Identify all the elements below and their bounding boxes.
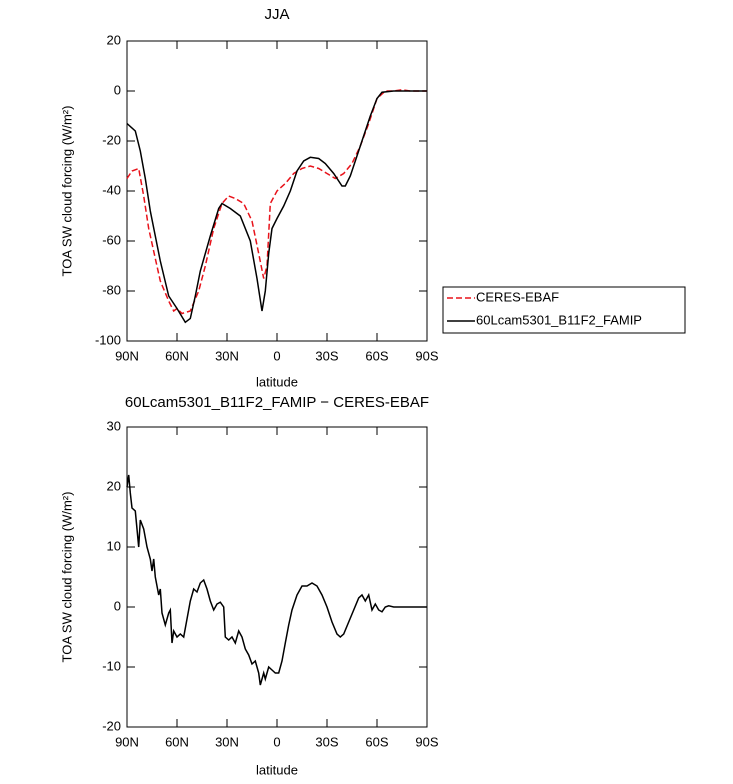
x-tick-label: 90N [115, 734, 139, 749]
x-axis-label: latitude [256, 374, 298, 389]
x-tick-label: 30N [215, 734, 239, 749]
y-tick-label: -20 [102, 718, 121, 733]
y-tick-label: -10 [102, 658, 121, 673]
x-tick-label: 0 [273, 734, 280, 749]
x-tick-label: 90S [415, 734, 438, 749]
legend-label: CERES-EBAF [476, 289, 559, 304]
data-line [126, 90, 427, 324]
y-tick-label: -100 [95, 332, 121, 347]
y-tick-label: -40 [102, 182, 121, 197]
x-tick-label: 0 [273, 348, 280, 363]
chart-title: 60Lcam5301_B11F2_FAMIP − CERES-EBAF [125, 394, 429, 411]
plot-frame [126, 426, 428, 728]
x-tick-label: 60N [165, 734, 189, 749]
y-tick-label: 20 [107, 478, 121, 493]
x-tick-label: 30S [315, 348, 338, 363]
chart-title: JJA [264, 6, 289, 23]
legend-label: 60Lcam5301_B11F2_FAMIP [476, 312, 642, 327]
y-tick-label: 10 [107, 538, 121, 553]
y-tick-label: -80 [102, 282, 121, 297]
x-tick-label: 60S [365, 348, 388, 363]
x-axis-label: latitude [256, 762, 298, 777]
x-tick-label: 30S [315, 734, 338, 749]
x-tick-label: 90S [415, 348, 438, 363]
plot-frame [126, 40, 428, 342]
y-tick-label: -20 [102, 132, 121, 147]
data-line [126, 474, 427, 686]
data-line [126, 89, 427, 315]
y-tick-label: 0 [114, 598, 121, 613]
legend-box [442, 286, 686, 334]
x-tick-label: 60S [365, 734, 388, 749]
y-axis-label: TOA SW cloud forcing (W/m²) [59, 106, 74, 277]
y-tick-label: 0 [114, 82, 121, 97]
y-axis-label: TOA SW cloud forcing (W/m²) [59, 492, 74, 663]
y-tick-label: -60 [102, 232, 121, 247]
x-tick-label: 90N [115, 348, 139, 363]
y-tick-label: 20 [107, 32, 121, 47]
x-tick-label: 60N [165, 348, 189, 363]
y-tick-label: 30 [107, 418, 121, 433]
x-tick-label: 30N [215, 348, 239, 363]
